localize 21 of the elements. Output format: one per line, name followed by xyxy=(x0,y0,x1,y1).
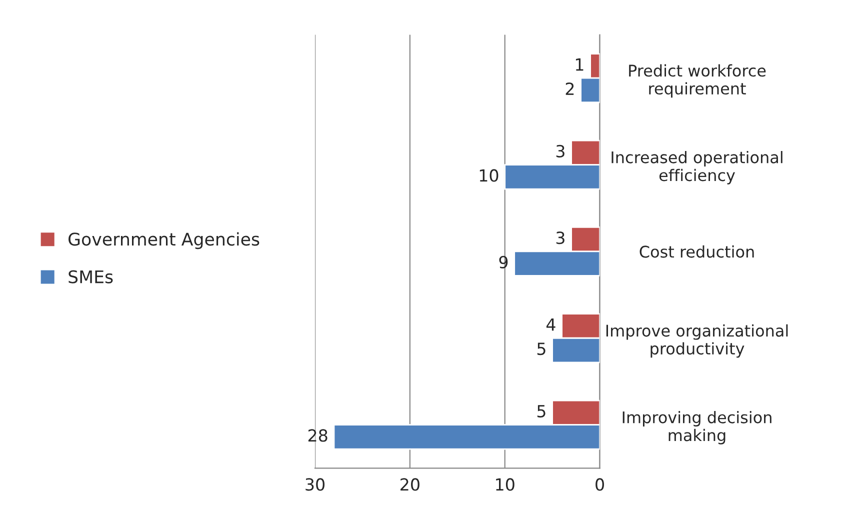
data-label: 3 xyxy=(556,232,564,244)
legend-label: SMEs xyxy=(68,270,113,284)
data-label: 5 xyxy=(537,405,546,418)
y-tick-label: Cost reduction xyxy=(640,245,754,258)
y-tick-label: Improve organizational productivity xyxy=(606,324,788,358)
y-tick-label: Increased operational efficiency xyxy=(612,150,782,184)
data-label: 9 xyxy=(499,256,508,268)
data-label: 2 xyxy=(566,82,574,95)
legend-label: Government Agencies xyxy=(68,232,260,250)
data-label: 3 xyxy=(556,144,564,158)
data-label: 28 xyxy=(308,429,328,442)
y-tick-label: Predict workforce requirement xyxy=(629,64,766,98)
x-tick-label: 0 xyxy=(596,478,604,491)
data-label: 5 xyxy=(537,342,546,356)
x-tick-label: 10 xyxy=(496,478,514,491)
data-label: 1 xyxy=(576,58,584,71)
y-tick-label: Improving decision making xyxy=(622,411,772,444)
data-label: 4 xyxy=(546,318,556,331)
data-label: 10 xyxy=(480,169,498,182)
x-tick-label: 30 xyxy=(306,478,324,491)
x-tick-label: 20 xyxy=(400,478,420,491)
